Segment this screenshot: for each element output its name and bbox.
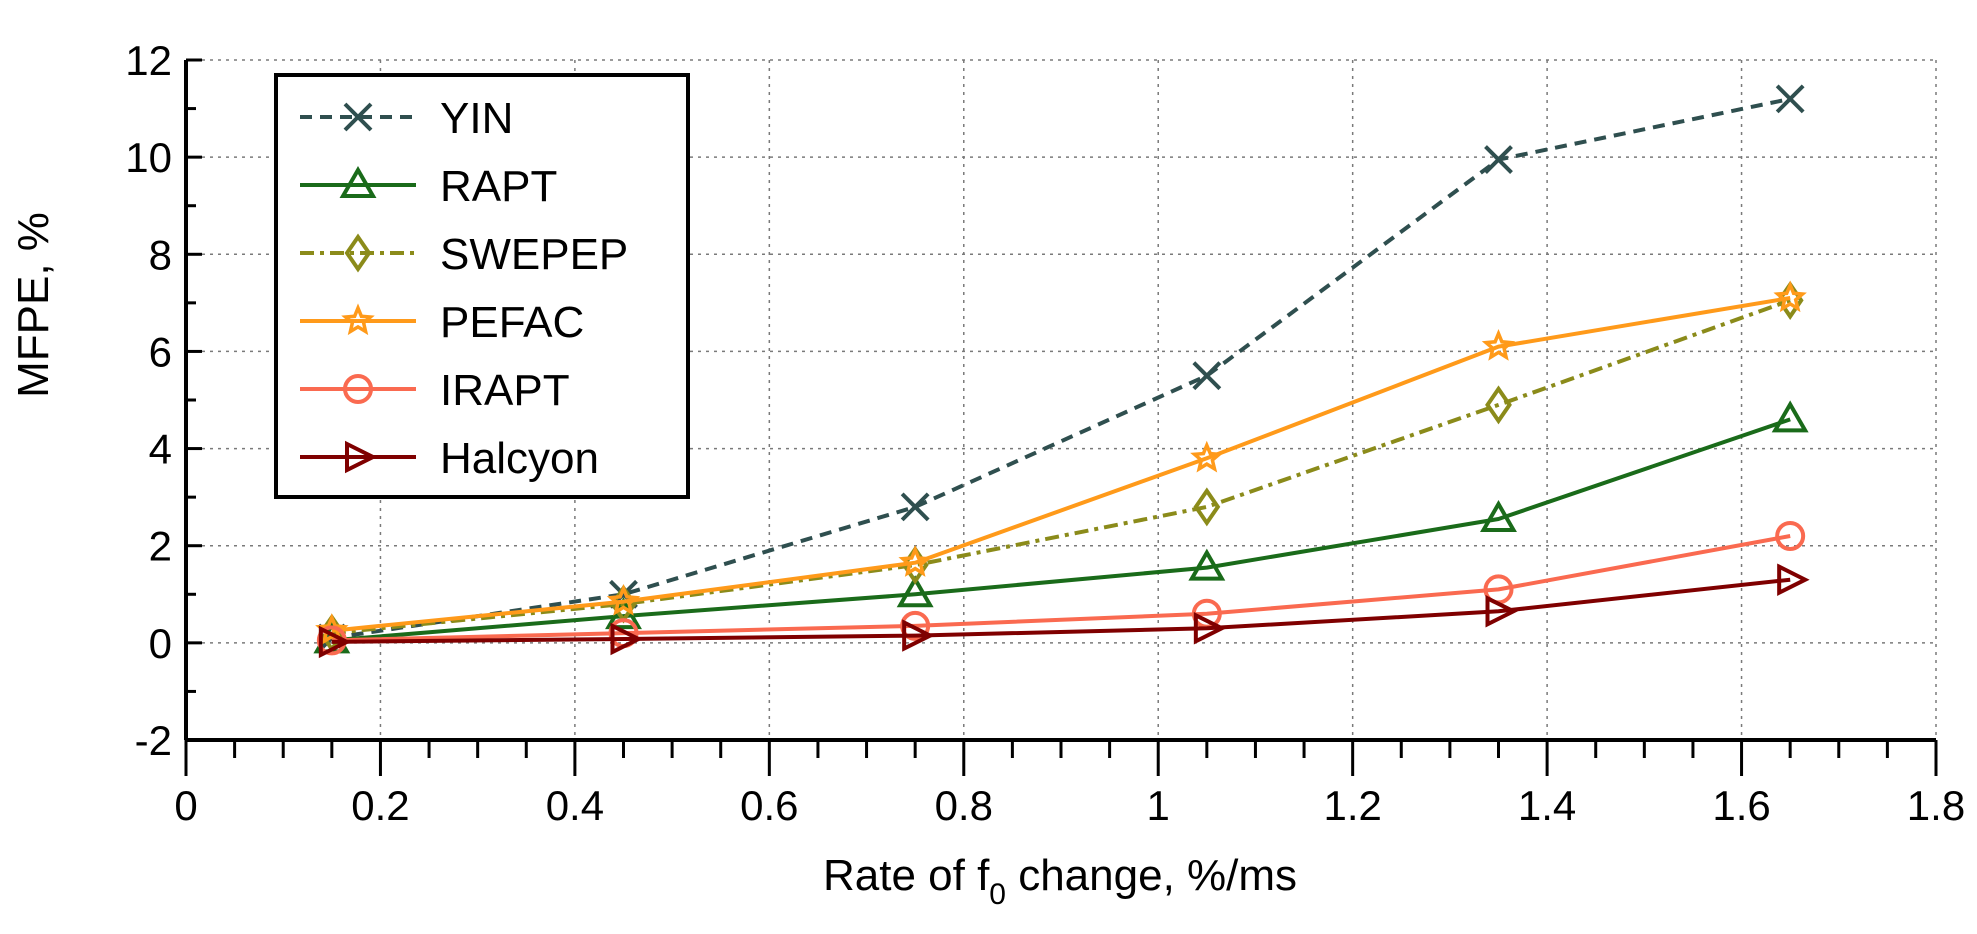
x-tick-label: 1.6 [1712,782,1770,829]
legend-marker-irapt [343,374,373,404]
legend-entry-halcyon: Halcyon [300,434,599,483]
x-axis-title-main: Rate of f [823,851,990,900]
x-axis-title: Rate of f0 change, %/ms [823,851,1297,911]
data-point-pefac [606,584,641,616]
data-point-rapt [1771,400,1809,433]
data-point-irapt [1775,521,1806,551]
series-line-halcyon [331,577,1791,644]
legend-label-irapt: IRAPT [440,366,570,415]
legend-marker-yin [343,102,373,132]
x-tick-label: 1.8 [1907,782,1965,829]
data-point-pefac [1190,440,1224,473]
x-tick-label: 0 [174,782,197,829]
data-point-rapt [896,575,934,608]
series-line-swepep [331,298,1791,636]
data-point-rapt [1480,499,1517,532]
x-tick-label: 1 [1147,782,1170,829]
data-point-halcyon [318,625,352,659]
y-axis-title: MFPE, % [9,212,58,398]
y-tick-label: 4 [149,426,172,473]
series-line-rapt [331,417,1791,643]
data-point-yin [1775,84,1805,114]
data-point-pefac [898,545,932,577]
x-tick-label: 0.2 [351,782,409,829]
y-tick-label: 6 [149,328,172,375]
legend-label-swepep: SWEPEP [440,230,628,279]
legend-box [274,73,690,499]
legend-label-pefac: PEFAC [440,298,584,347]
data-point-halcyon [902,619,935,652]
data-point-swepep [1193,487,1221,527]
data-point-yin [1484,145,1513,174]
data-point-pefac [1773,280,1807,313]
series-halcyon [318,563,1810,659]
series-line-irapt [331,534,1791,643]
legend-marker-swepep [344,233,372,273]
y-tick-label: 12 [125,37,172,84]
legend-marker-pefac [341,303,375,336]
data-point-yin [900,492,930,522]
legend-entry-yin: YIN [300,94,513,143]
legend-entry-irapt: IRAPT [300,366,570,415]
legend-label-rapt: RAPT [440,162,557,211]
data-point-rapt [1188,548,1226,581]
data-point-halcyon [1193,612,1227,645]
legend-label-yin: YIN [440,94,513,143]
legend-marker-halcyon [345,440,378,474]
data-point-halcyon [1777,563,1810,596]
x-tick-label: 0.6 [740,782,798,829]
legend-entry-rapt: RAPT [300,162,557,211]
data-point-halcyon [1485,595,1518,628]
x-tick-label: 1.4 [1518,782,1576,829]
x-tick-label: 0.8 [935,782,993,829]
x-axis-title-subscript: 0 [989,878,1006,911]
series-line-yin [331,96,1791,640]
y-tick-label: 2 [149,523,172,570]
data-point-yin [1192,361,1222,391]
y-tick-label: 0 [149,620,172,667]
y-tick-label: 8 [149,231,172,278]
data-point-halcyon [610,622,643,656]
series-line-pefac [331,296,1791,633]
data-point-pefac [1481,329,1516,361]
series-rapt [313,400,1809,654]
data-point-swepep [1485,385,1512,425]
x-tick-label: 1.2 [1323,782,1381,829]
legend-label-halcyon: Halcyon [440,434,599,483]
x-axis-title-rest: change, %/ms [1006,851,1297,900]
x-tick-label: 0.4 [546,782,604,829]
legend-entry-pefac: PEFAC [300,298,584,347]
y-tick-label: -2 [135,717,172,764]
legend: YIN RAPT SWEPEP PEFAC IRAPT Halcyon [274,73,690,499]
legend-entry-swepep: SWEPEP [300,230,628,279]
legend-marker-rapt [339,165,377,198]
series-group [313,84,1810,659]
y-tick-label: 10 [125,134,172,181]
data-point-rapt [605,597,642,630]
